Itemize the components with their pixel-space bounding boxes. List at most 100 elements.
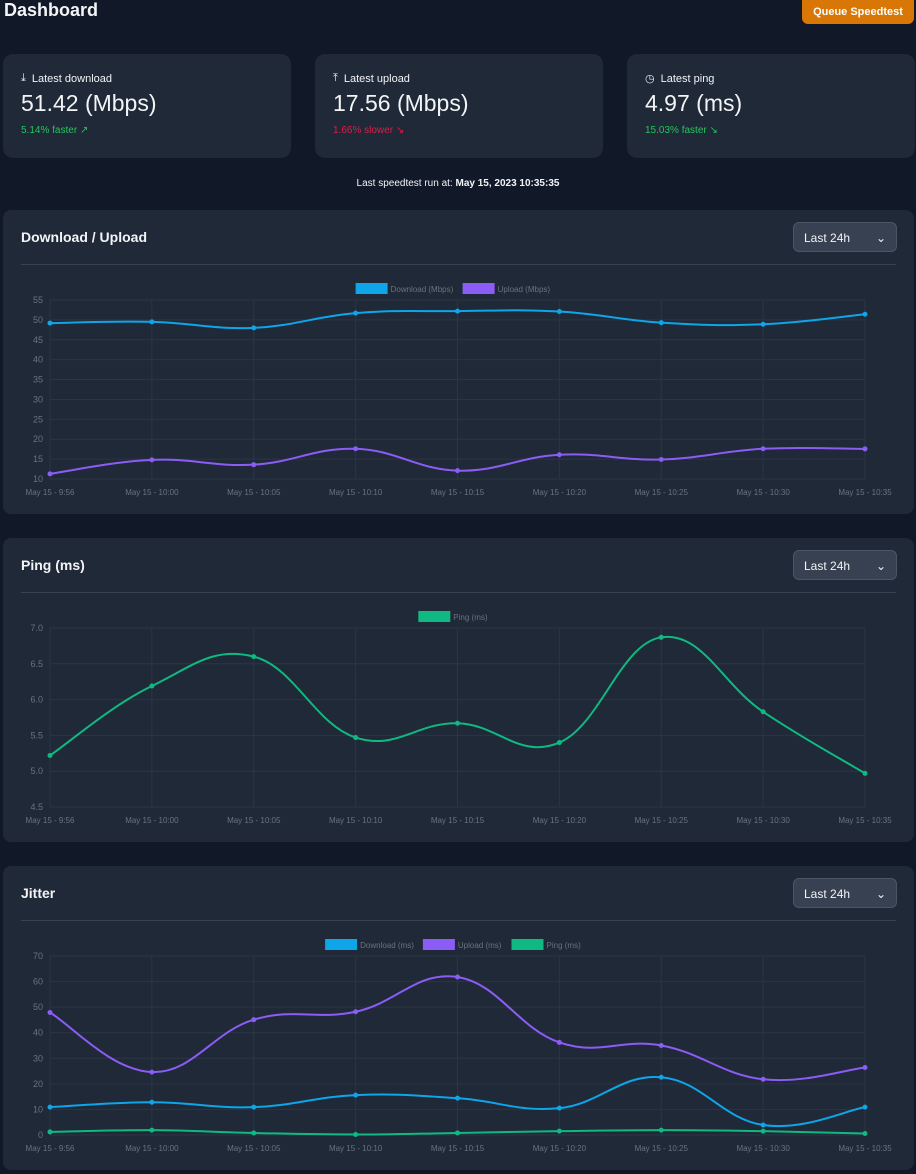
page-title: Dashboard [4, 0, 99, 20]
data-point [556, 1105, 562, 1111]
data-point [47, 1010, 53, 1016]
data-point [760, 321, 766, 327]
divider [21, 264, 896, 265]
data-point [760, 709, 766, 715]
y-tick-label: 10 [33, 474, 43, 484]
data-point [353, 310, 359, 316]
card-value: 17.56 (Mbps) [333, 90, 469, 116]
chevron-down-icon: ⌄ [875, 559, 886, 573]
chevron-down-icon: ⌄ [875, 887, 886, 901]
y-tick-label: 7.0 [30, 623, 43, 633]
y-tick-label: 45 [33, 335, 43, 345]
chevron-down-icon: ⌄ [875, 231, 886, 245]
legend-label: Upload (ms) [458, 941, 502, 950]
trend-up-icon: ↗ [79, 125, 89, 136]
latest-upload-card: ⤒ Latest upload 17.56 (Mbps) 1.66% slower… [315, 54, 603, 158]
data-point [862, 311, 868, 317]
data-point [251, 325, 257, 331]
x-tick-label: May 15 - 10:05 [227, 488, 281, 497]
x-tick-label: May 15 - 10:20 [533, 488, 587, 497]
jitter-chart: 0 10 20 30 40 50 60 70 May 15 - 9:56 May 15 - 10:… [26, 939, 892, 1153]
data-point [149, 1127, 155, 1133]
y-tick-label: 40 [33, 355, 43, 365]
ping-chart: 4.5 5.0 5.5 6.0 6.5 7.0 May 15 - 9:56 May 15 - … [26, 611, 892, 825]
card-value: 4.97 (ms) [645, 90, 743, 116]
data-point [658, 634, 664, 640]
y-tick-label: 4.5 [30, 802, 43, 812]
legend-swatch [511, 939, 544, 950]
data-point [149, 1069, 155, 1075]
y-tick-label: 20 [33, 434, 43, 444]
data-point [455, 1095, 460, 1101]
last-run-value: May 15, 2023 10:35:35 [455, 178, 560, 189]
data-point [47, 471, 53, 477]
trend-down-icon: ↘ [709, 125, 718, 136]
range-value: Last 24h [804, 887, 851, 901]
legend-swatch [418, 611, 451, 622]
data-point [47, 320, 53, 326]
card-change: 5.14% faster [21, 125, 78, 136]
x-tick-label: May 15 - 10:25 [635, 1144, 689, 1153]
data-point [455, 1130, 460, 1136]
data-point [455, 468, 460, 474]
data-point [862, 1104, 868, 1110]
data-point [556, 740, 562, 746]
card-value: 51.42 (Mbps) [21, 90, 157, 116]
data-point [149, 683, 155, 689]
y-tick-label: 30 [33, 394, 43, 404]
data-point [658, 1074, 664, 1080]
y-tick-label: 0 [38, 1130, 43, 1140]
data-point [251, 1104, 257, 1110]
x-tick-label: May 15 - 10:30 [736, 816, 790, 825]
range-select[interactable]: Last 24h ⌄ [793, 550, 897, 580]
y-tick-label: 55 [33, 295, 43, 305]
legend-swatch [462, 283, 495, 294]
download-upload-panel: Download / Upload Last 24h ⌄ 10 15 20 25 30 35… [3, 210, 914, 514]
card-label: Latest download [31, 72, 112, 85]
data-point [47, 752, 53, 758]
y-tick-label: 50 [33, 1002, 43, 1012]
latest-ping-card: ◷ Latest ping 4.97 (ms) 15.03% faster ↘ [627, 54, 915, 158]
data-point [862, 446, 868, 452]
upload-icon: ⤒ [333, 72, 338, 84]
x-tick-label: May 15 - 10:30 [736, 488, 790, 497]
x-tick-label: May 15 - 10:05 [227, 1144, 281, 1153]
y-tick-label: 70 [33, 951, 43, 961]
range-value: Last 24h [804, 231, 851, 245]
data-point [658, 1127, 664, 1133]
data-point [251, 462, 257, 468]
range-select[interactable]: Last 24h ⌄ [793, 878, 897, 908]
data-point [760, 1128, 766, 1134]
data-point [47, 1129, 53, 1135]
data-point [353, 1092, 359, 1098]
panel-title: Jitter [21, 885, 56, 901]
x-tick-label: May 15 - 10:00 [125, 1144, 179, 1153]
legend-label: Ping (ms) [547, 941, 582, 950]
y-tick-label: 60 [33, 977, 43, 987]
data-point [353, 1009, 359, 1015]
data-point [353, 735, 359, 741]
card-label: Latest ping [660, 72, 715, 85]
legend-label: Ping (ms) [453, 613, 488, 622]
x-tick-label: May 15 - 9:56 [26, 1144, 75, 1153]
data-point [455, 720, 460, 726]
x-tick-label: May 15 - 10:30 [736, 1144, 790, 1153]
queue-speedtest-button[interactable]: Queue Speedtest [802, 0, 914, 24]
data-point [760, 1122, 766, 1128]
y-tick-label: 35 [33, 375, 43, 385]
x-tick-label: May 15 - 10:35 [838, 488, 892, 497]
x-tick-label: May 15 - 10:25 [635, 488, 689, 497]
card-change: 1.66% slower [333, 125, 394, 136]
x-tick-label: May 15 - 10:00 [125, 816, 179, 825]
divider [21, 920, 896, 921]
clock-icon: ◷ [645, 73, 655, 85]
range-select[interactable]: Last 24h ⌄ [793, 222, 897, 252]
legend-swatch [325, 939, 358, 950]
jitter-panel: Jitter Last 24h ⌄ 0 10 20 30 40 50 60 70 May 15 -… [3, 866, 914, 1170]
legend-label: Upload (Mbps) [498, 285, 551, 294]
panel-title: Download / Upload [21, 229, 147, 245]
data-point [251, 1017, 257, 1023]
x-tick-label: May 15 - 10:35 [838, 1144, 892, 1153]
data-point [556, 309, 562, 315]
data-point [455, 308, 460, 314]
